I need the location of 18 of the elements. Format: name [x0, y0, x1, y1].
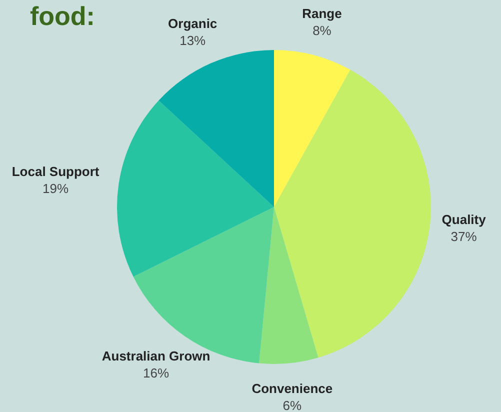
data-label: 13%: [180, 33, 206, 48]
slice-label: Range: [302, 6, 342, 22]
slice-label: Quality: [442, 212, 487, 228]
data-label: 6%: [282, 398, 302, 412]
slice-label: Convenience: [252, 381, 333, 396]
slice-label: Australian Grown: [102, 348, 210, 364]
slice-label: Organic: [168, 16, 218, 32]
data-label: 19%: [42, 180, 69, 196]
slice-label: Local Support: [12, 164, 100, 179]
data-label: 37%: [450, 229, 478, 244]
pie-slice: [274, 70, 431, 358]
pie-slice: [259, 207, 318, 364]
chart-title: food:: [30, 1, 95, 31]
pie-slice: [158, 50, 274, 207]
pie-slice: [274, 50, 350, 207]
pie-slice: [117, 100, 274, 277]
data-label: 8%: [312, 23, 332, 38]
data-label: 16%: [143, 365, 170, 380]
